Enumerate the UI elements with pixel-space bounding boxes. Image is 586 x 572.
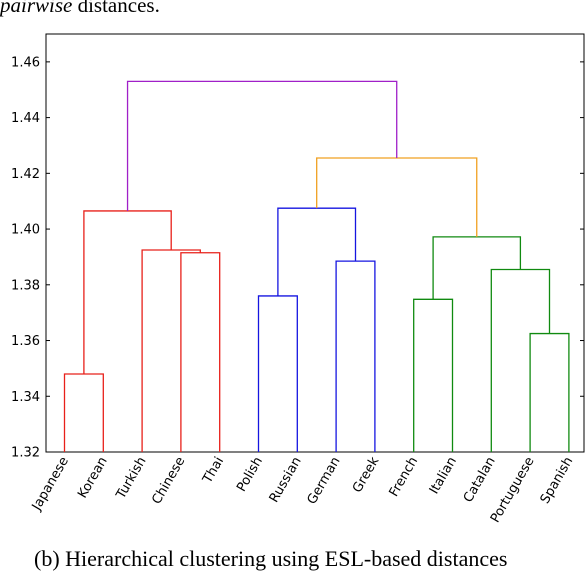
plot-frame [45, 33, 585, 453]
dendrogram-link [180, 252, 221, 452]
leaf-label: Turkish [113, 455, 149, 503]
leaf-label: Greek [350, 454, 383, 495]
caption-top-italic: pairwise [0, 0, 73, 17]
leaf-label: German [305, 455, 344, 508]
x-axis-leaf-labels: Japanese Korean Turkish Chinese Thai Polish Ru… [29, 454, 576, 525]
dendrogram-link [257, 295, 298, 452]
leaf-label: Russian [267, 455, 305, 506]
dendrogram-link [277, 207, 357, 296]
y-tick-label: 1.44 [11, 111, 40, 126]
dendrogram-links [63, 80, 570, 452]
y-axis: 1.32 1.34 1.36 1.38 1.40 1.42 1.44 1.46 [11, 55, 584, 461]
leaf-label: Chinese [149, 454, 188, 506]
dendrogram-link [490, 268, 551, 452]
y-tick-label: 1.34 [11, 390, 40, 405]
caption-bottom: (b) Hierarchical clustering using ESL-ba… [34, 546, 508, 571]
leaf-label: Catalan [461, 455, 499, 506]
y-tick-label: 1.42 [11, 167, 40, 182]
dendrogram-link [316, 157, 478, 237]
y-tick-label: 1.32 [11, 446, 40, 461]
caption-top: pairwise distances. [0, 0, 160, 18]
caption-top-rest: distances. [72, 0, 160, 17]
dendrogram-link [126, 80, 398, 211]
dendrogram-link [83, 210, 172, 374]
dendrogram-link [335, 260, 376, 452]
leaf-label: Polish [234, 455, 266, 495]
dendrogram-link [413, 298, 454, 452]
leaf-label: Thai [200, 455, 227, 487]
y-tick-label: 1.40 [11, 223, 40, 238]
dendrogram-link [141, 249, 201, 452]
leaf-label: French [387, 455, 422, 500]
leaf-label: Korean [75, 455, 111, 502]
leaf-label: Italian [427, 455, 460, 497]
y-tick-label: 1.36 [11, 334, 40, 349]
dendrogram-link [432, 236, 522, 300]
y-tick-label: 1.38 [11, 278, 40, 293]
dendrogram-link [529, 332, 570, 452]
dendrogram-link [63, 373, 104, 452]
leaf-label: Japanese [29, 455, 72, 514]
leaf-label: Spanish [538, 455, 577, 507]
y-tick-label: 1.46 [11, 55, 40, 70]
